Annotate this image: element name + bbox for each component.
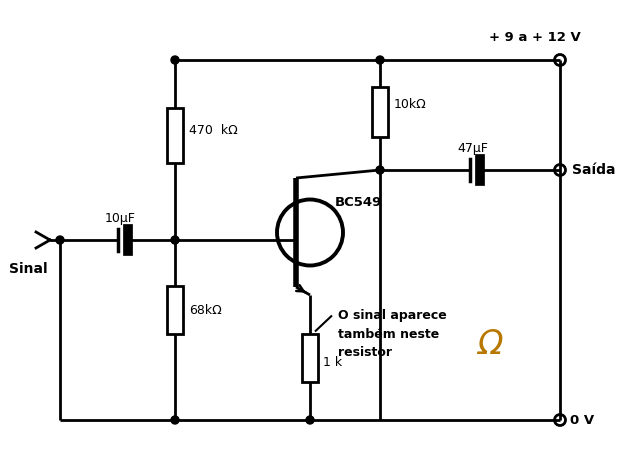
Circle shape (171, 416, 179, 424)
Text: Saída: Saída (572, 163, 616, 177)
Bar (372, 87, 388, 137)
Circle shape (376, 56, 384, 64)
Text: 1 k: 1 k (323, 356, 342, 369)
Bar (302, 333, 318, 382)
Text: 0 V: 0 V (570, 414, 594, 427)
Text: BC549: BC549 (335, 196, 382, 209)
Text: 10kΩ: 10kΩ (394, 98, 426, 111)
Text: 68kΩ: 68kΩ (189, 303, 222, 316)
Circle shape (171, 236, 179, 244)
Text: O sinal aparece
também neste
resistor: O sinal aparece também neste resistor (338, 310, 447, 359)
Text: 470  kΩ: 470 kΩ (189, 123, 238, 136)
Circle shape (56, 236, 64, 244)
Circle shape (306, 416, 314, 424)
Text: 10μF: 10μF (105, 212, 136, 225)
Bar (167, 108, 183, 162)
Text: Ω: Ω (477, 328, 503, 361)
Circle shape (376, 166, 384, 174)
Text: + 9 a + 12 V: + 9 a + 12 V (489, 31, 581, 44)
Bar (167, 286, 183, 334)
Text: 47μF: 47μF (457, 142, 489, 155)
Circle shape (171, 56, 179, 64)
Text: Sinal: Sinal (9, 262, 47, 276)
